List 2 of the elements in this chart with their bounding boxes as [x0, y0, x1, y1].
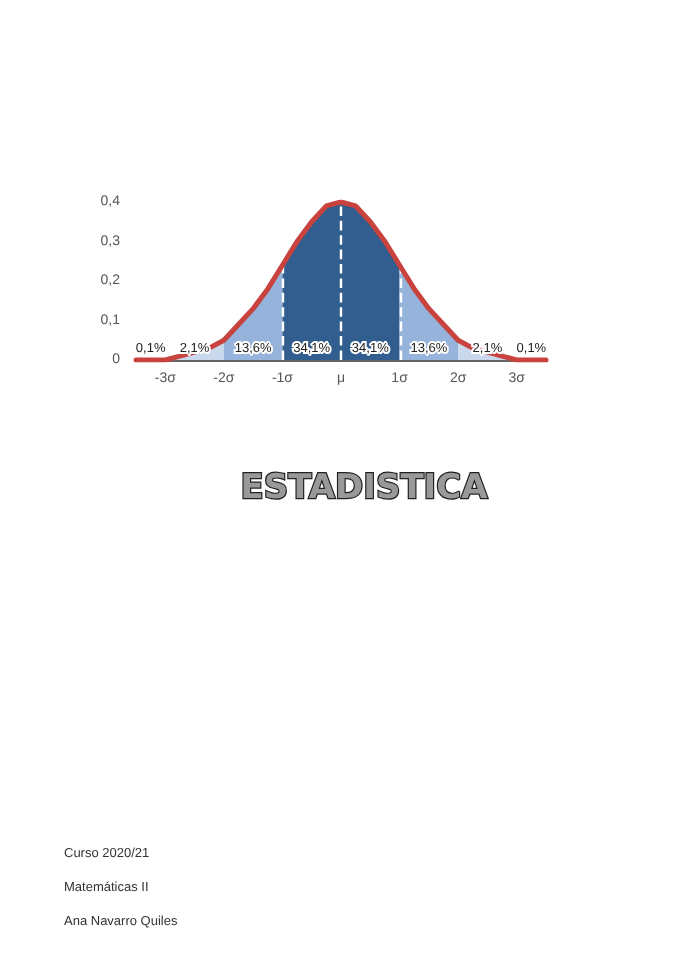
- text: ESTADISTICA: [240, 468, 490, 508]
- line-series: [133, 199, 549, 363]
